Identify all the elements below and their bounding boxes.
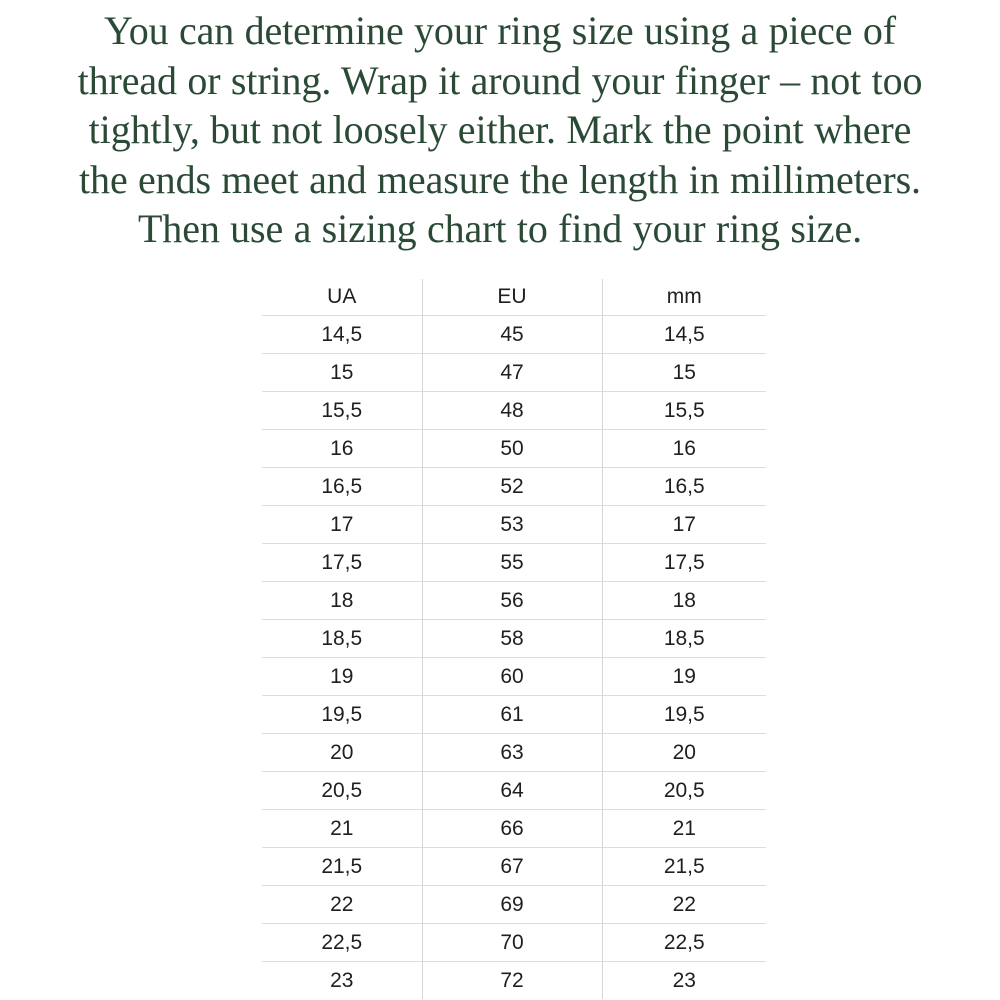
- cell-ua: 20,5: [262, 771, 423, 810]
- cell-mm: 20,5: [602, 771, 766, 810]
- cell-ua: 22,5: [262, 923, 423, 962]
- table-row: 19,5 61 19,5: [262, 695, 766, 734]
- cell-mm: 21: [602, 809, 766, 848]
- cell-ua: 23: [262, 961, 423, 999]
- cell-mm: 19,5: [602, 695, 766, 734]
- cell-eu: 47: [422, 353, 603, 392]
- cell-ua: 15: [262, 353, 423, 392]
- table-header: UA EU mm: [262, 279, 766, 316]
- cell-eu: 48: [422, 391, 603, 430]
- cell-mm: 21,5: [602, 847, 766, 886]
- cell-eu: 56: [422, 581, 603, 620]
- table-row: 16,5 52 16,5: [262, 467, 766, 506]
- table-row: 16 50 16: [262, 429, 766, 468]
- cell-mm: 22,5: [602, 923, 766, 962]
- cell-eu: 66: [422, 809, 603, 848]
- cell-ua: 19: [262, 657, 423, 696]
- cell-eu: 67: [422, 847, 603, 886]
- cell-mm: 19: [602, 657, 766, 696]
- column-header-eu: EU: [422, 279, 603, 316]
- cell-ua: 17: [262, 505, 423, 544]
- column-header-ua: UA: [262, 279, 423, 316]
- cell-mm: 20: [602, 733, 766, 772]
- instructions-line-5: Then use a sizing chart to find your rin…: [137, 206, 863, 251]
- table-body: 14,5 45 14,5 15 47 15 15,5 48 15,5 16 50 16 16,5 52 16…: [262, 315, 766, 999]
- column-header-mm: mm: [602, 279, 766, 316]
- size-conversion-table: UA EU mm 14,5 45 14,5 15 47 15 15,5 48 15,5 16 50 1…: [262, 279, 766, 999]
- table-row: 15 47 15: [262, 353, 766, 392]
- table-row: 23 72 23: [262, 961, 766, 999]
- cell-ua: 22: [262, 885, 423, 924]
- cell-eu: 58: [422, 619, 603, 658]
- cell-ua: 19,5: [262, 695, 423, 734]
- table-row: 15,5 48 15,5: [262, 391, 766, 430]
- cell-ua: 20: [262, 733, 423, 772]
- cell-mm: 23: [672, 969, 696, 992]
- cell-mm: 14,5: [602, 315, 766, 354]
- cell-ua: 16: [262, 429, 423, 468]
- table-row: 17,5 55 17,5: [262, 543, 766, 582]
- table-header-row: UA EU mm: [262, 279, 766, 316]
- cell-mm: 15,5: [602, 391, 766, 430]
- cell-mm: 18,5: [602, 619, 766, 658]
- cell-eu: 64: [422, 771, 603, 810]
- table-row: 18 56 18: [262, 581, 766, 620]
- cell-ua: 18,5: [262, 619, 423, 658]
- cell-ua: 21: [262, 809, 423, 848]
- cell-eu: 70: [422, 923, 603, 962]
- instructions-line-1: You can determine your ring size using a…: [104, 8, 896, 53]
- cell-ua: 14,5: [262, 315, 423, 354]
- cell-mm: 16: [602, 429, 766, 468]
- cell-eu: 50: [422, 429, 603, 468]
- cell-eu: 63: [422, 733, 603, 772]
- cell-ua: 21,5: [262, 847, 423, 886]
- instructions-line-3: tightly, but not loosely either. Mark th…: [88, 107, 912, 152]
- cell-eu: 61: [422, 695, 603, 734]
- instructions-line-4: the ends meet and measure the length in …: [79, 156, 921, 202]
- cell-eu: 72: [422, 961, 603, 999]
- cell-eu: 60: [422, 657, 603, 696]
- cell-eu: 53: [422, 505, 603, 544]
- cell-mm: 18: [602, 581, 766, 620]
- cell-ua: 17,5: [262, 543, 423, 582]
- table-row: 19 60 19: [262, 657, 766, 696]
- cell-mm: 15: [602, 353, 766, 392]
- table-row: 18,5 58 18,5: [262, 619, 766, 658]
- cell-eu: 52: [422, 467, 603, 506]
- cell-mm: 16,5: [602, 467, 766, 506]
- cell-ua: 15,5: [262, 391, 423, 430]
- instructions-line-2: thread or string. Wrap it around your fi…: [77, 57, 923, 103]
- ring-size-chart: UA EU mm 14,5 45 14,5 15 47 15 15,5 48 15,5 16 50 1…: [262, 279, 766, 999]
- ring-size-instructions: You can determine your ring size using a…: [14, 6, 986, 254]
- cell-ua: 18: [262, 581, 423, 620]
- table-row: 22,5 70 22,5: [262, 923, 766, 962]
- table-row: 20,5 64 20,5: [262, 771, 766, 810]
- table-row: 21,5 67 21,5: [262, 847, 766, 886]
- cell-eu: 69: [422, 885, 603, 924]
- cell-eu: 45: [422, 315, 603, 354]
- cell-mm: 17,5: [602, 543, 766, 582]
- table-row: 20 63 20: [262, 733, 766, 772]
- table-row: 22 69 22: [262, 885, 766, 924]
- cell-eu: 55: [422, 543, 603, 582]
- cell-mm: 22: [602, 885, 766, 924]
- cell-ua: 16,5: [262, 467, 423, 506]
- table-row: 17 53 17: [262, 505, 766, 544]
- cell-mm: 17: [602, 505, 766, 544]
- table-row: 21 66 21: [262, 809, 766, 848]
- table-row: 14,5 45 14,5: [262, 315, 766, 354]
